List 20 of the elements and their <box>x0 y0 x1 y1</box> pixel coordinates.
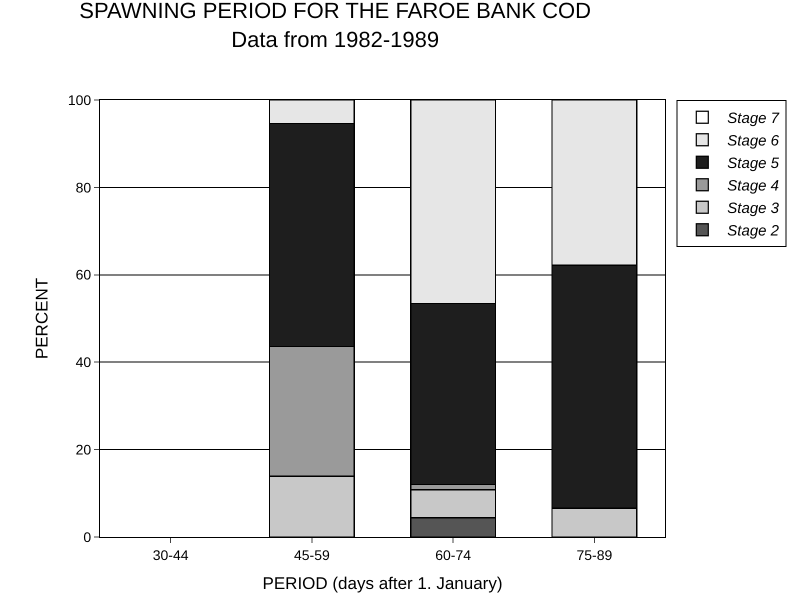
y-tick-label: 60 <box>76 266 92 283</box>
legend-label: Stage 3 <box>727 200 780 218</box>
chart-title: SPAWNING PERIOD FOR THE FAROE BANK COD <box>79 0 592 24</box>
y-tick-label: 0 <box>83 528 92 545</box>
x-tick-label: 75-89 <box>576 546 612 563</box>
legend-label: Stage 4 <box>727 178 780 195</box>
legend-label: Stage 5 <box>727 155 780 172</box>
legend-label: Stage 6 <box>727 132 780 150</box>
x-tick-label: 30-44 <box>152 546 189 563</box>
y-tick-label: 100 <box>68 92 92 108</box>
y-axis-title: PERCENT <box>32 278 52 360</box>
y-tick-label: 20 <box>76 442 92 458</box>
x-tick-label: 45-59 <box>294 546 330 563</box>
x-axis-title: PERIOD (days after 1. January) <box>262 574 502 594</box>
legend-label: Stage 2 <box>727 222 780 240</box>
legend-label: Stage 7 <box>727 110 780 128</box>
x-tick-label: 60-74 <box>435 546 472 563</box>
y-tick-label: 80 <box>76 179 92 196</box>
y-tick-label: 40 <box>76 354 92 370</box>
chart-subtitle: Data from 1982-1989 <box>231 26 440 52</box>
